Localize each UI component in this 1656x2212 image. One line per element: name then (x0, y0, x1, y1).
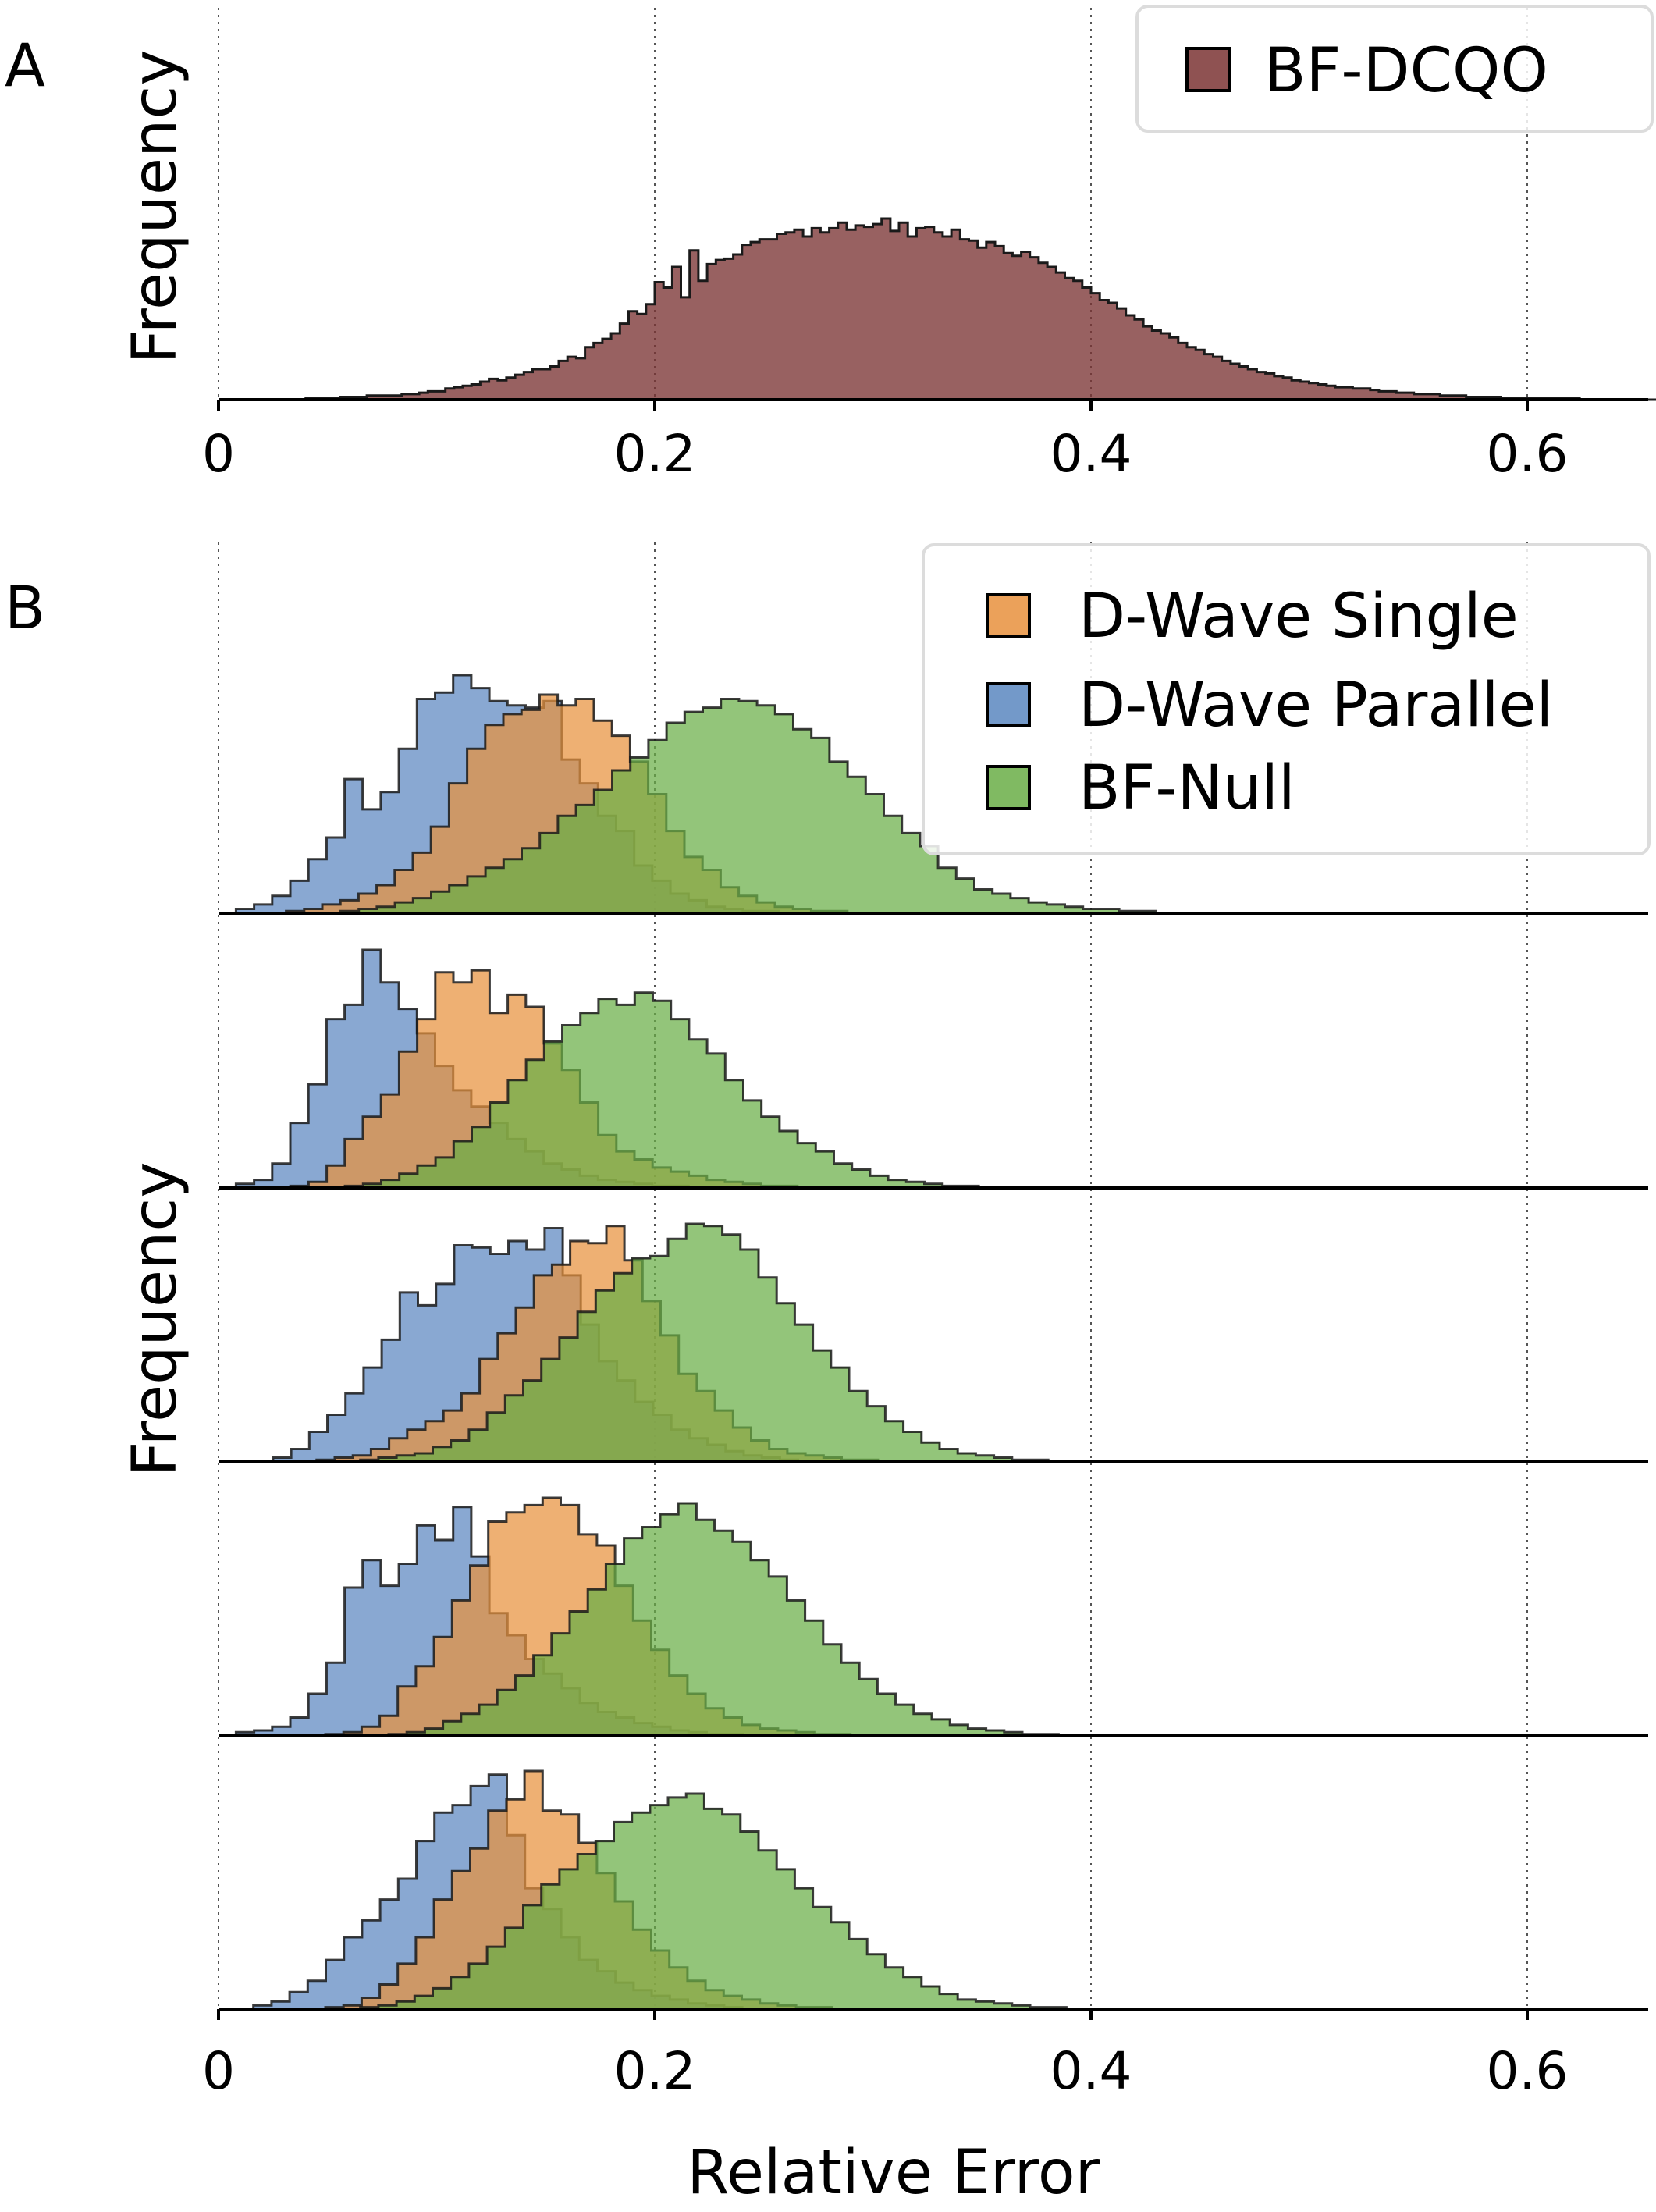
legend-swatch-d-wave-parallel (986, 682, 1031, 727)
histogram-bf-null (339, 698, 1157, 915)
legend-label-bf-dcqo: BF-DCQO (1264, 36, 1548, 106)
panel-b-rows (219, 674, 1648, 2011)
x-tick-label: 0.2 (614, 424, 696, 484)
legend-swatch-d-wave-single (986, 593, 1031, 638)
panel-a-letter: A (5, 30, 45, 100)
x-tick-label: 0.6 (1487, 2041, 1569, 2101)
legend-swatch-bf-dcqo (1185, 47, 1231, 92)
legend-label-bf-null: BF-Null (1079, 753, 1295, 823)
panel-b-letter: B (5, 573, 45, 642)
legend-frame (1135, 5, 1654, 133)
panel-b-row-4 (219, 1496, 1648, 1737)
x-tick-label: 0.4 (1050, 424, 1132, 484)
panel-b: 0 0.2 0.4 0.6 B Frequency Relative Error D-… (5, 542, 1651, 2208)
legend-label-d-wave-single: D-Wave Single (1079, 581, 1519, 652)
panel-a: 0 0.2 0.4 0.6 A Frequency BF-DCQO (5, 5, 1656, 484)
panel-b-row-5 (219, 1769, 1648, 2011)
panel-a-y-axis-label: Frequency (120, 50, 190, 365)
panel-b-x-axis-label: Relative Error (687, 2138, 1100, 2208)
histogram-bf-null (359, 1222, 1050, 1463)
panel-a-legend: BF-DCQO (1135, 5, 1654, 133)
histogram-bf-null (387, 1502, 1060, 1737)
x-tick-label: 0.2 (614, 2041, 696, 2101)
histogram-bf-dcqo (219, 217, 1656, 401)
histogram-bf-null (343, 991, 980, 1190)
panel-b-row-3 (219, 1222, 1648, 1463)
legend-frame (922, 543, 1651, 855)
panel-b-row-2 (219, 948, 1648, 1190)
x-tick-label: 0.4 (1050, 2041, 1132, 2101)
panel-b-x-ticks: 0 0.2 0.4 0.6 (202, 2009, 1568, 2101)
panel-b-row-1 (219, 674, 1648, 915)
panel-a-x-ticks: 0 0.2 0.4 0.6 (202, 400, 1568, 484)
panel-b-y-axis-label: Frequency (120, 1162, 190, 1477)
panel-a-histograms (219, 217, 1656, 401)
x-tick-label: 0.6 (1487, 424, 1569, 484)
histogram-bf-null (359, 1792, 1068, 2011)
x-tick-label: 0 (202, 2041, 235, 2101)
panel-b-legend: D-Wave Single D-Wave Parallel BF-Null (922, 543, 1651, 855)
x-tick-label: 0 (202, 424, 235, 484)
legend-swatch-bf-null (986, 765, 1031, 810)
legend-label-d-wave-parallel: D-Wave Parallel (1079, 670, 1553, 741)
